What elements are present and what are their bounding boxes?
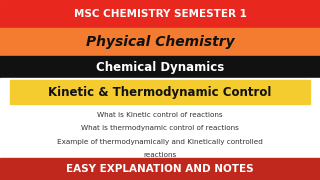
Text: MSC CHEMISTRY SEMESTER 1: MSC CHEMISTRY SEMESTER 1 [74,9,246,19]
Bar [0,0,320,28]
Text: EASY EXPLANATION AND NOTES: EASY EXPLANATION AND NOTES [66,164,254,174]
Text: Physical Chemistry: Physical Chemistry [86,35,234,49]
Bar [0,56,320,78]
Text: What is thermodynamic control of reactions: What is thermodynamic control of reactio… [81,125,239,131]
Text: Chemical Dynamics: Chemical Dynamics [96,60,224,74]
Bar [0,28,320,56]
Text: What is Kinetic control of reactions: What is Kinetic control of reactions [97,112,223,118]
Text: Kinetic & Thermodynamic Control: Kinetic & Thermodynamic Control [48,86,272,99]
Text: Example of thermodynamically and Kinetically controlled: Example of thermodynamically and Kinetic… [57,139,263,145]
Bar [10,80,310,104]
Bar [0,158,320,180]
Text: reactions: reactions [143,152,177,158]
Bar [0,78,320,158]
